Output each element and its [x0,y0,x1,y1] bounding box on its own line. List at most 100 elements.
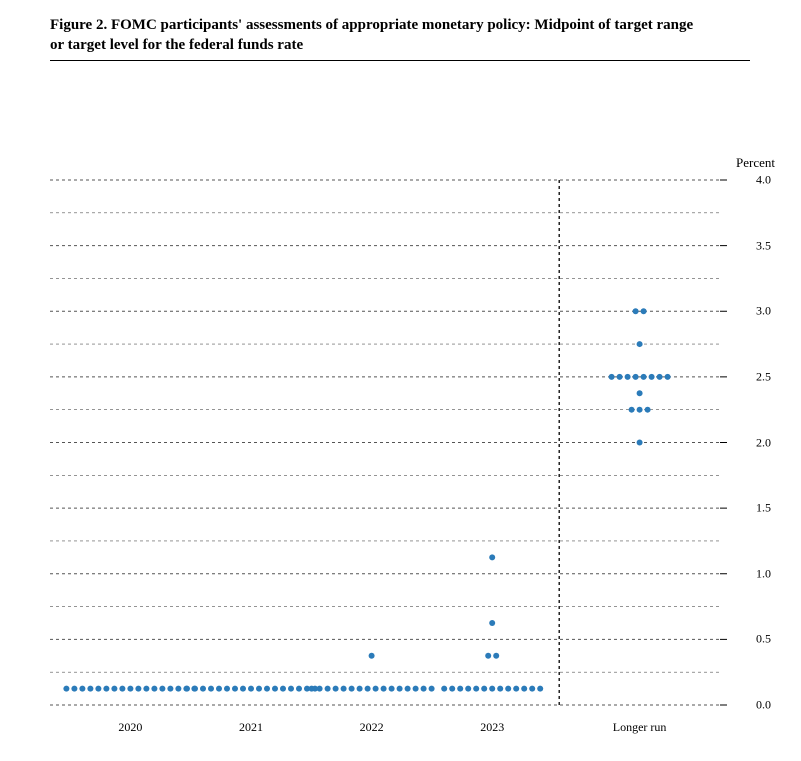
dot [441,686,447,692]
dot [159,686,165,692]
dot [481,686,487,692]
dot [537,686,543,692]
dot [405,686,411,692]
dot [389,686,395,692]
figure-title-line1: Figure 2. FOMC participants' assessments… [50,17,693,33]
dot [349,686,355,692]
dot [397,686,403,692]
dot [665,374,671,380]
dot [240,686,246,692]
dot [296,686,302,692]
dot [175,686,181,692]
dot [325,686,331,692]
dot [625,374,631,380]
dot [135,686,141,692]
dot [200,686,206,692]
dot [119,686,125,692]
dot [609,374,615,380]
dot [465,686,471,692]
dot [208,686,214,692]
dot [373,686,379,692]
dot [95,686,101,692]
dot [529,686,535,692]
dot [489,554,495,560]
x-category-label: 2022 [360,720,384,735]
dot [71,686,77,692]
dot [216,686,222,692]
dot-plot [50,150,750,720]
dot [421,686,427,692]
dot [505,686,511,692]
dot [633,308,639,314]
dot [317,686,323,692]
dot [457,686,463,692]
figure-title: Figure 2. FOMC participants' assessments… [50,15,750,56]
dot [341,686,347,692]
y-tick-label: 0.5 [756,632,771,647]
dot [617,374,623,380]
dot [657,374,663,380]
dot [309,686,315,692]
dot [649,374,655,380]
dot [629,407,635,413]
dot [497,686,503,692]
dot [637,341,643,347]
dot [280,686,286,692]
dot [63,686,69,692]
dot [489,620,495,626]
dot [429,686,435,692]
y-tick-label: 1.5 [756,501,771,516]
dot [248,686,254,692]
dot [365,686,371,692]
dot [485,653,491,659]
dot [272,686,278,692]
x-category-label: Longer run [613,720,667,735]
dot [637,440,643,446]
dot [167,686,173,692]
title-underline [50,60,750,61]
dot [493,653,499,659]
y-tick-label: 2.0 [756,435,771,450]
dot [633,374,639,380]
dot [357,686,363,692]
figure-title-line2: or target level for the federal funds ra… [50,37,303,53]
x-category-label: 2021 [239,720,263,735]
dot [256,686,262,692]
dot [111,686,117,692]
dot [381,686,387,692]
dot [103,686,109,692]
dot [333,686,339,692]
x-category-label: 2023 [480,720,504,735]
dot [143,686,149,692]
figure-container: { "title": { "line1": "Figure 2. FOMC pa… [0,0,801,761]
dot [641,374,647,380]
x-category-label: 2020 [118,720,142,735]
dot [79,686,85,692]
y-axis-tick-labels: 0.00.51.01.52.02.53.03.54.0 [747,150,771,720]
dot [184,686,190,692]
dot [127,686,133,692]
y-tick-label: 0.0 [756,698,771,713]
dot [489,686,495,692]
y-tick-label: 3.0 [756,304,771,319]
dot [637,407,643,413]
dot [473,686,479,692]
y-tick-label: 3.5 [756,238,771,253]
dot [513,686,519,692]
dot [232,686,238,692]
dot [192,686,198,692]
dot [264,686,270,692]
dot [645,407,651,413]
dot [224,686,230,692]
dot [288,686,294,692]
y-tick-label: 2.5 [756,369,771,384]
dot [449,686,455,692]
dot [521,686,527,692]
x-axis-category-labels: 2020 2021 2022 2023 Longer run [50,720,750,740]
dot [151,686,157,692]
dot [369,653,375,659]
y-tick-label: 1.0 [756,566,771,581]
dot [413,686,419,692]
dot [87,686,93,692]
dot [641,308,647,314]
